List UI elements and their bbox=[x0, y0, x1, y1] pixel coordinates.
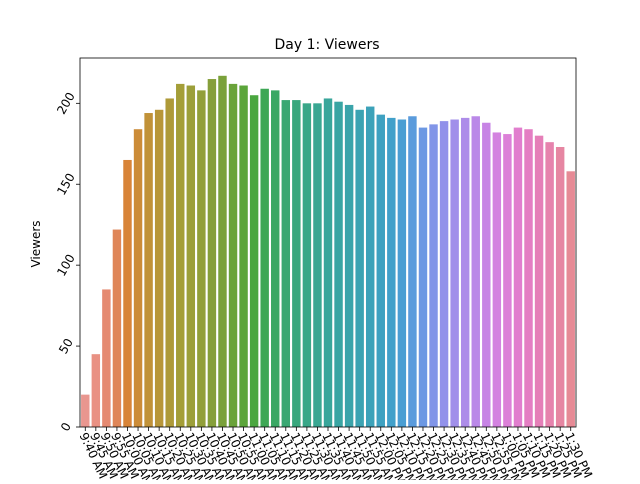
bar-44 bbox=[545, 142, 554, 427]
bar-24 bbox=[334, 101, 343, 427]
bar-28 bbox=[376, 114, 385, 427]
bar-21 bbox=[302, 103, 312, 427]
bar-39 bbox=[492, 132, 502, 427]
y-axis-ticks: 0 50 100 150 200 bbox=[54, 90, 80, 434]
bar-33 bbox=[429, 124, 438, 428]
bar-27 bbox=[365, 106, 375, 428]
y-axis-label: Viewers bbox=[29, 220, 43, 267]
bar-11 bbox=[197, 90, 206, 428]
y-tick-label-3: 150 bbox=[54, 171, 78, 198]
bar-37 bbox=[471, 116, 480, 427]
bar-7 bbox=[154, 109, 164, 427]
bar-35 bbox=[450, 119, 459, 427]
bar-3 bbox=[112, 229, 122, 427]
bars-group bbox=[81, 75, 575, 428]
bar-14 bbox=[228, 83, 238, 427]
y-tick-label-0: 0 bbox=[58, 420, 74, 434]
bar-29 bbox=[387, 117, 396, 427]
y-tick-label-1: 50 bbox=[56, 336, 76, 356]
bar-17 bbox=[260, 88, 269, 427]
bar-42 bbox=[524, 129, 533, 427]
bar-8 bbox=[165, 98, 174, 428]
bar-19 bbox=[281, 100, 291, 427]
bar-32 bbox=[418, 127, 428, 427]
bar-4 bbox=[123, 159, 132, 427]
bar-18 bbox=[271, 90, 280, 428]
bar-23 bbox=[323, 98, 333, 428]
bar-15 bbox=[239, 85, 248, 427]
bar-45 bbox=[555, 147, 565, 427]
bar-10 bbox=[186, 85, 196, 427]
bar-6 bbox=[144, 113, 153, 427]
y-tick-label-4: 200 bbox=[54, 90, 78, 117]
bar-1 bbox=[91, 354, 101, 427]
bar-2 bbox=[102, 289, 111, 427]
bar-41 bbox=[513, 127, 523, 427]
bar-43 bbox=[534, 135, 544, 427]
bar-9 bbox=[176, 83, 185, 427]
plot-frame bbox=[79, 57, 577, 428]
bar-26 bbox=[355, 109, 364, 427]
bar-5 bbox=[133, 129, 143, 427]
chart-title: Day 1: Viewers bbox=[274, 37, 379, 53]
bar-22 bbox=[313, 103, 322, 427]
bar-25 bbox=[344, 104, 354, 428]
bar-40 bbox=[503, 134, 512, 427]
bar-20 bbox=[292, 100, 301, 427]
bar-46 bbox=[566, 171, 575, 427]
bar-12 bbox=[207, 79, 217, 427]
y-tick-label-2: 100 bbox=[54, 252, 78, 279]
bar-0 bbox=[81, 394, 90, 427]
bar-13 bbox=[218, 75, 227, 428]
bar-38 bbox=[482, 122, 491, 428]
bar-30 bbox=[397, 119, 407, 427]
bar-16 bbox=[249, 95, 259, 427]
bar-31 bbox=[408, 116, 417, 427]
bar-36 bbox=[460, 117, 470, 427]
bar-34 bbox=[439, 121, 449, 428]
